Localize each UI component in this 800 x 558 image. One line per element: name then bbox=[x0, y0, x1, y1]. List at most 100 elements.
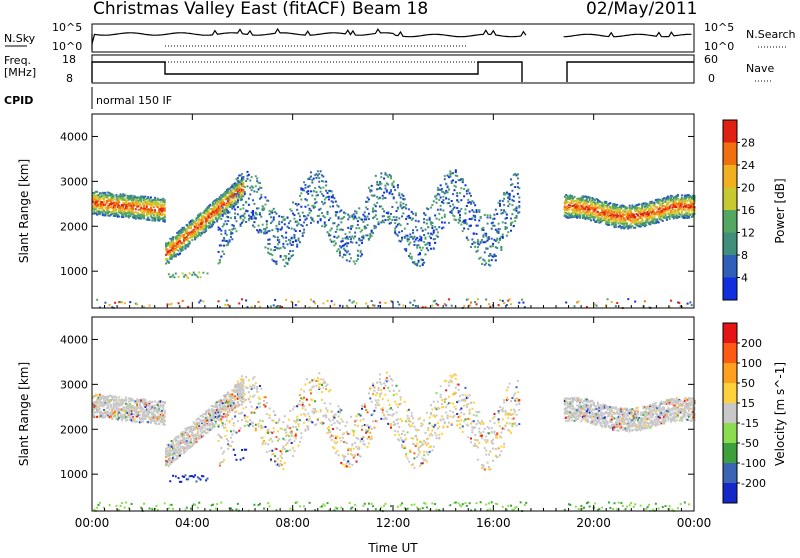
power-cell bbox=[356, 242, 358, 244]
power-cell bbox=[347, 250, 349, 252]
power-cell bbox=[317, 222, 319, 224]
power-cell bbox=[335, 243, 337, 245]
power-cell bbox=[168, 273, 170, 275]
power-cell bbox=[463, 188, 465, 190]
power-cell bbox=[393, 181, 395, 183]
power-cell bbox=[292, 250, 294, 252]
power-cell bbox=[502, 200, 504, 202]
power-cell bbox=[164, 210, 166, 212]
power-cell bbox=[383, 215, 385, 217]
power-cell bbox=[313, 301, 315, 303]
power-cell bbox=[300, 206, 302, 208]
power-cell bbox=[314, 206, 316, 208]
power-cell bbox=[264, 204, 266, 206]
power-cell bbox=[325, 184, 327, 186]
power-cell bbox=[371, 190, 373, 192]
power-cell bbox=[357, 250, 359, 252]
power-cell bbox=[517, 177, 519, 179]
power-cell bbox=[625, 209, 627, 211]
colorbar-segment bbox=[723, 278, 737, 301]
power-cell bbox=[234, 209, 236, 211]
power-cell bbox=[616, 204, 618, 206]
power-cell bbox=[398, 217, 400, 219]
power-cell bbox=[466, 205, 468, 207]
power-cell bbox=[473, 202, 475, 204]
power-cell bbox=[419, 265, 421, 267]
power-cell bbox=[437, 236, 439, 238]
power-cell bbox=[362, 235, 364, 237]
power-cell bbox=[488, 303, 490, 305]
power-cell bbox=[275, 263, 277, 265]
power-cell bbox=[281, 221, 283, 223]
power-cell bbox=[367, 216, 369, 218]
power-cell bbox=[436, 202, 438, 204]
power-cell bbox=[585, 208, 587, 210]
power-cell bbox=[235, 220, 237, 222]
power-cell bbox=[367, 197, 369, 199]
power-cell bbox=[437, 187, 439, 189]
power-cell bbox=[274, 299, 276, 301]
power-cell bbox=[422, 264, 424, 266]
power-cell bbox=[216, 220, 218, 222]
power-cell bbox=[132, 207, 134, 209]
power-cell bbox=[240, 208, 242, 210]
power-cell bbox=[248, 219, 250, 221]
power-cell bbox=[247, 210, 249, 212]
power-cell bbox=[459, 214, 461, 216]
power-cell bbox=[500, 249, 502, 251]
power-cell bbox=[328, 219, 330, 221]
power-cell bbox=[357, 254, 359, 256]
power-cell bbox=[317, 194, 319, 196]
velocity-cell bbox=[96, 507, 98, 509]
power-cell bbox=[270, 249, 272, 251]
power-cell bbox=[656, 206, 658, 208]
power-cell bbox=[320, 219, 322, 221]
power-cell bbox=[474, 216, 476, 218]
power-cell bbox=[502, 300, 504, 302]
power-cell bbox=[212, 219, 214, 221]
velocity-cell bbox=[109, 402, 111, 404]
power-cell bbox=[434, 226, 436, 228]
power-cell bbox=[506, 217, 508, 219]
power-cell bbox=[287, 217, 289, 219]
power-cell bbox=[386, 191, 388, 193]
power-cell bbox=[289, 250, 291, 252]
power-cell bbox=[684, 209, 686, 211]
nsky-tick-top: 10^5 bbox=[52, 21, 82, 34]
power-cell bbox=[409, 233, 411, 235]
power-cell bbox=[220, 233, 222, 235]
power-cell bbox=[342, 240, 344, 242]
power-cell bbox=[364, 211, 366, 213]
power-cell bbox=[509, 203, 511, 205]
power-cell bbox=[275, 225, 277, 227]
power-cell bbox=[379, 197, 381, 199]
power-cell bbox=[669, 206, 671, 208]
power-cell bbox=[325, 190, 327, 192]
velocity-cell bbox=[118, 396, 120, 398]
velocity-cell bbox=[117, 414, 119, 416]
power-cell bbox=[437, 231, 439, 233]
power-cell bbox=[322, 181, 324, 183]
power-cell bbox=[271, 210, 273, 212]
power-cell bbox=[456, 199, 458, 201]
power-cell bbox=[413, 300, 415, 302]
power-cell bbox=[258, 207, 260, 209]
power-cell bbox=[397, 301, 399, 303]
power-cell bbox=[191, 274, 193, 276]
power-cell bbox=[387, 183, 389, 185]
power-cell bbox=[227, 216, 229, 218]
power-cell bbox=[300, 192, 302, 194]
power-cell bbox=[144, 196, 146, 198]
power-cell bbox=[430, 248, 432, 250]
power-cell bbox=[224, 213, 226, 215]
power-cell bbox=[466, 193, 468, 195]
power-cell bbox=[344, 254, 346, 256]
power-cell bbox=[346, 259, 348, 261]
power-cell bbox=[480, 241, 482, 243]
power-cell bbox=[356, 260, 358, 262]
power-cell bbox=[333, 197, 335, 199]
power-cell bbox=[518, 206, 520, 208]
power-cell bbox=[147, 196, 149, 198]
power-cell bbox=[307, 214, 309, 216]
power-cell bbox=[430, 237, 432, 239]
